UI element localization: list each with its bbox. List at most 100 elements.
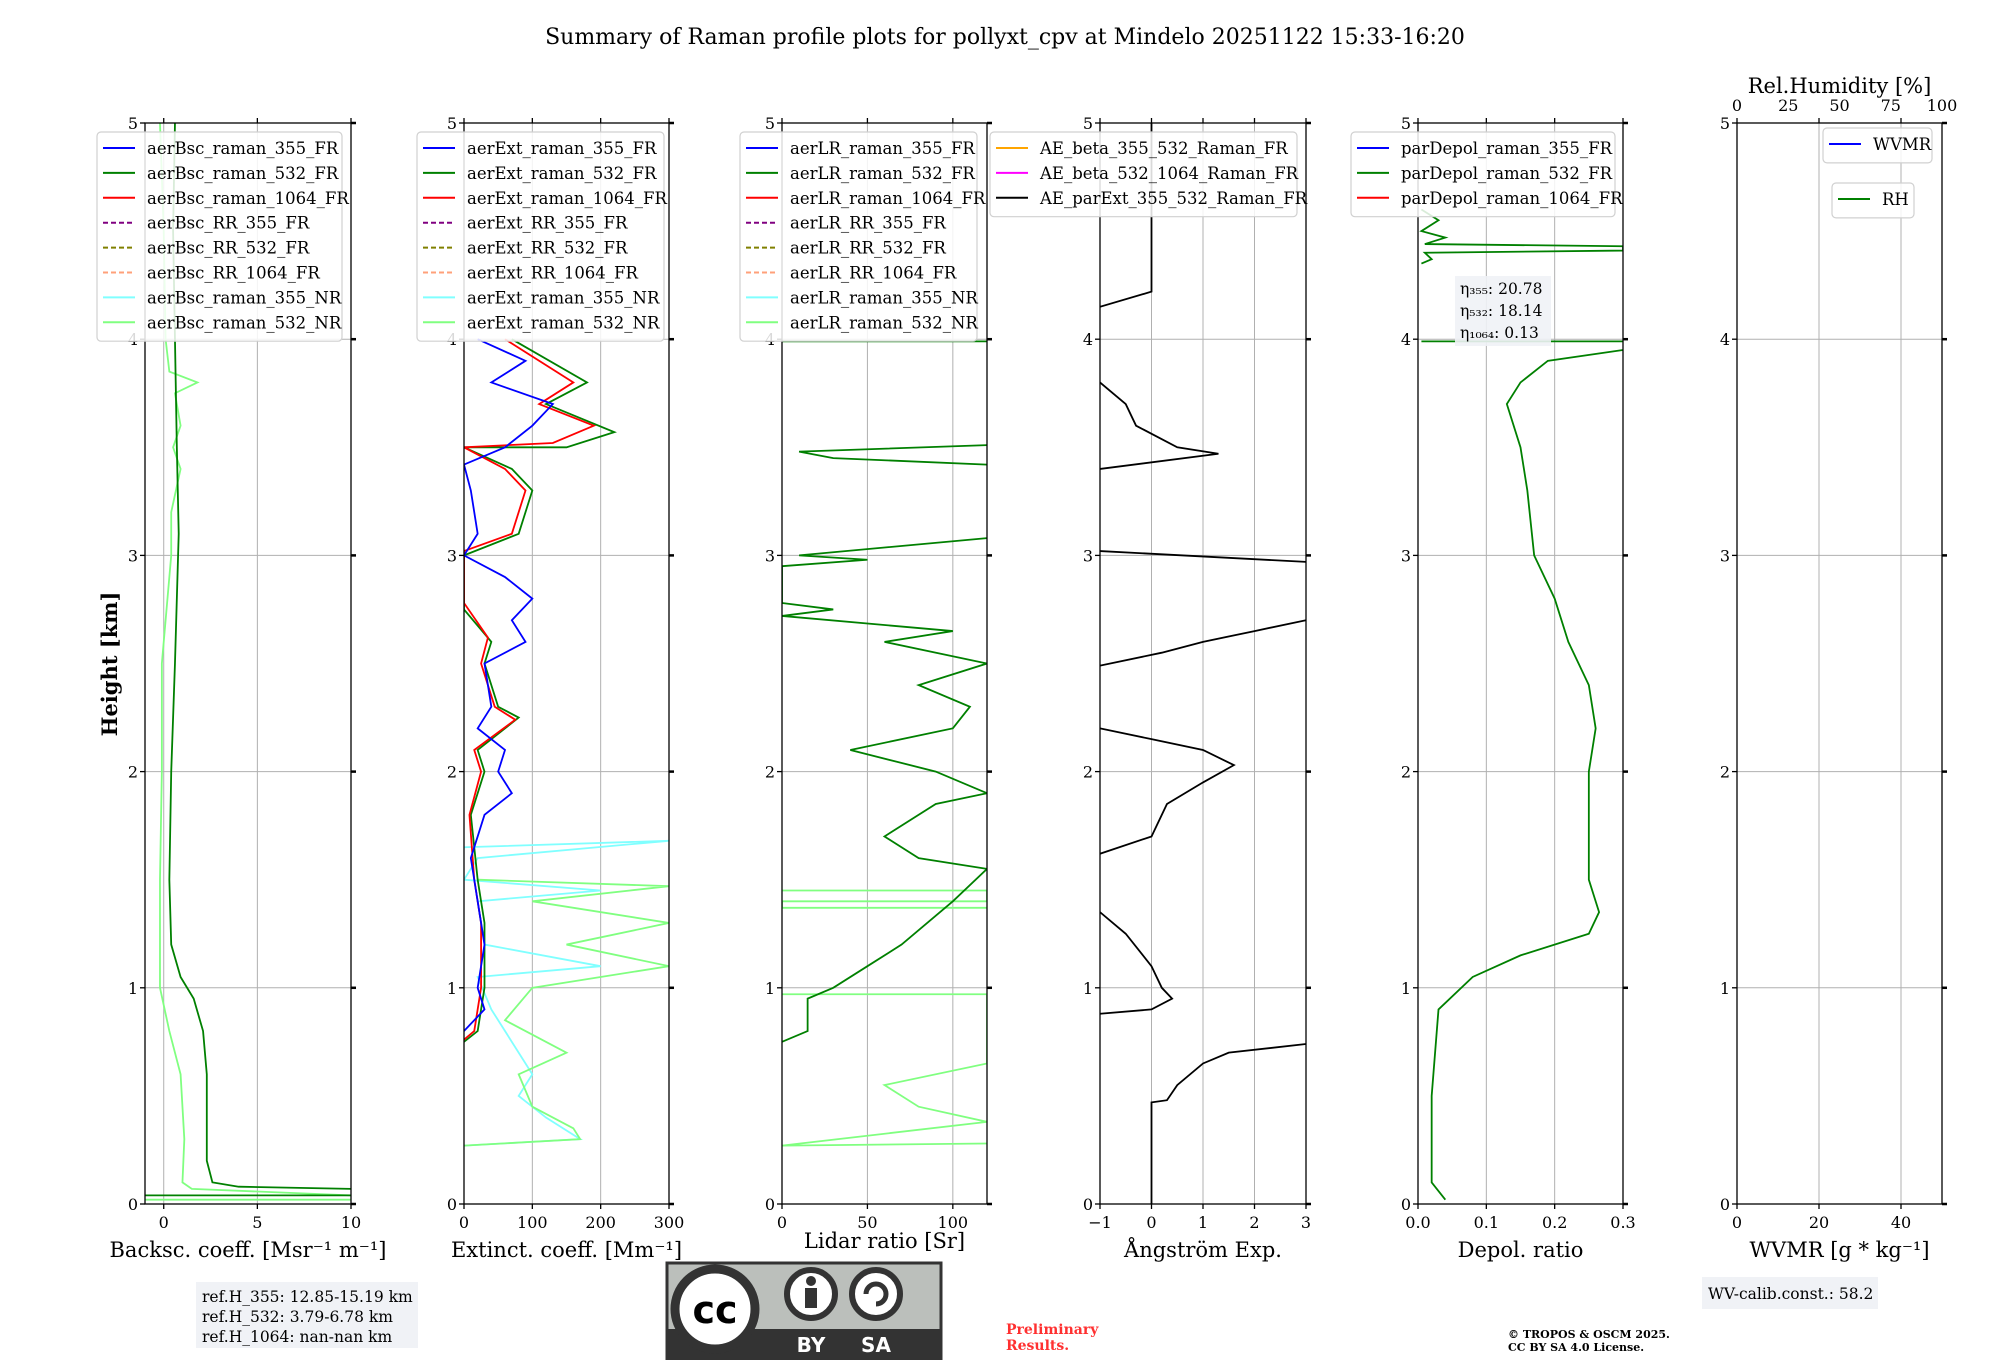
series-parDepol_raman_532_FR_top	[1419, 208, 1623, 265]
legend-entry: aerExt_raman_1064_FR	[467, 189, 667, 208]
share-alike-icon	[849, 1267, 903, 1321]
y-tick-label: 2	[1083, 763, 1093, 782]
eta-annotation-box: η₃₅₅: 20.78 η₅₃₂: 18.14 η₁₀₆₄: 0.13	[1455, 276, 1551, 346]
x-tick-label: 2	[1249, 1213, 1259, 1232]
y-tick-label: 0	[447, 1195, 457, 1214]
top-x-tick-label: 100	[1927, 96, 1958, 115]
legend-entry: parDepol_raman_355_FR	[1401, 139, 1613, 158]
y-tick-label: 2	[1720, 763, 1730, 782]
x-axis-label: Extinct. coeff. [Mm⁻¹]	[451, 1238, 682, 1262]
series-AE_parExt_355_532_Raman_FR_c	[1100, 550, 1306, 563]
x-axis-label: Ångström Exp.	[1123, 1237, 1282, 1262]
x-tick-label: 100	[938, 1213, 969, 1232]
top-x-tick-label: 25	[1778, 96, 1798, 115]
legend-entry: aerLR_raman_355_FR	[790, 139, 975, 158]
y-axis-label: Height [km]	[97, 592, 122, 737]
axes-frame	[781, 122, 988, 1205]
legend-entry: aerBsc_raman_355_FR	[147, 139, 339, 158]
ref-heights-box: ref.H_355: 12.85-15.19 km ref.H_532: 3.7…	[196, 1282, 418, 1348]
series-AE_parExt_355_532_Raman_FR_d	[1100, 619, 1306, 667]
legend-entry: aerExt_RR_1064_FR	[467, 264, 639, 283]
y-tick-label: 2	[765, 763, 775, 782]
y-tick-label: 4	[1083, 330, 1093, 349]
y-tick-label: 3	[765, 546, 775, 565]
y-tick-label: 2	[447, 763, 457, 782]
y-tick-label: 3	[447, 546, 457, 565]
y-tick-label: 1	[447, 979, 457, 998]
y-tick-label: 0	[1083, 1195, 1093, 1214]
legend-entry: aerExt_raman_355_FR	[467, 139, 657, 158]
x-tick-label: 5	[252, 1213, 262, 1232]
series-aerExt_raman_532_NR	[464, 878, 669, 1147]
y-tick-label: 1	[1401, 979, 1411, 998]
legend-entry: aerLR_raman_532_FR	[790, 164, 975, 183]
y-tick-label: 4	[1401, 330, 1411, 349]
y-tick-label: 5	[1720, 114, 1730, 133]
axes-frame	[463, 122, 670, 1205]
cc-icon	[670, 1264, 760, 1354]
legend-entry: RH	[1882, 190, 1909, 209]
axes-frame	[1736, 122, 1943, 1205]
y-tick-label: 1	[1083, 979, 1093, 998]
x-tick-label: 200	[585, 1213, 616, 1232]
series-AE_parExt_355_532_Raman_FR_f	[1100, 911, 1174, 1015]
series-aerExt_raman_355_FR	[464, 338, 555, 1032]
axes-frame	[144, 122, 352, 1205]
legend-entry: aerBsc_RR_532_FR	[147, 239, 310, 258]
preliminary-results-note: Preliminary Results.	[1006, 1322, 1099, 1354]
legend-entry: aerBsc_raman_355_NR	[147, 288, 342, 307]
legend-entry: aerBsc_RR_355_FR	[147, 214, 310, 233]
series-parDepol_raman_532_FR	[1430, 349, 1623, 1201]
legend-entry: AE_beta_355_532_Raman_FR	[1039, 139, 1288, 158]
legend-entry: AE_beta_532_1064_Raman_FR	[1039, 164, 1299, 183]
x-tick-label: 0.2	[1542, 1213, 1567, 1232]
y-tick-label: 1	[128, 979, 138, 998]
y-tick-label: 5	[447, 114, 457, 133]
figure-title: Summary of Raman profile plots for polly…	[545, 25, 1465, 50]
legend-entry: parDepol_raman_532_FR	[1401, 164, 1613, 183]
series-aerLR_raman_532_NR_low	[782, 993, 987, 1147]
series-AE_parExt_355_532_Raman_FR_b	[1100, 381, 1219, 470]
legend-entry: WVMR	[1873, 135, 1932, 154]
svg-text:cc: cc	[692, 1288, 737, 1332]
y-tick-label: 3	[1083, 546, 1093, 565]
x-tick-label: −1	[1088, 1213, 1112, 1232]
top-x-tick-label: 50	[1829, 96, 1849, 115]
legend-entry: aerLR_RR_355_FR	[790, 214, 946, 233]
legend-entry: aerLR_RR_1064_FR	[790, 264, 957, 283]
panel-5: 0.0 0.1 0.2 0.3 0 1 2 3 4 5 Depol. ratio parDepol_r…	[1350, 114, 1636, 1262]
y-tick-label: 5	[128, 114, 138, 133]
legend-wvmr: WVMR	[1822, 127, 1933, 164]
x-tick-label: 100	[517, 1213, 548, 1232]
series-aerBsc_raman_532_NR	[159, 123, 351, 1197]
top-x-tick-label: 75	[1881, 96, 1901, 115]
legend: aerExt_raman_355_FR aerExt_raman_532_FRae…	[416, 131, 667, 342]
x-tick-label: 1	[1198, 1213, 1208, 1232]
legend-entry: aerExt_raman_532_NR	[467, 313, 660, 332]
series-AE_parExt_355_532_Raman_FR_e	[1100, 727, 1236, 855]
legend-entry: AE_parExt_355_532_Raman_FR	[1039, 189, 1308, 208]
x-tick-label: 0.3	[1610, 1213, 1635, 1232]
x-axis-label: Backsc. coeff. [Msr⁻¹ m⁻¹]	[110, 1238, 387, 1262]
by-label: BY	[797, 1333, 826, 1357]
legend-entry: aerLR_RR_532_FR	[790, 239, 946, 258]
ref-height-1064: ref.H_1064: nan-nan km	[202, 1328, 393, 1346]
x-tick-label: 0	[459, 1213, 469, 1232]
series-aerLR_raman_532_FR	[782, 537, 987, 1043]
legend: AE_beta_355_532_Raman_FR AE_beta_532_1064…	[989, 131, 1308, 218]
y-tick-label: 0	[765, 1195, 775, 1214]
legend-entry: aerExt_RR_355_FR	[467, 214, 628, 233]
legend-entry: aerBsc_raman_532_FR	[147, 164, 339, 183]
eta-value: η₁₀₆₄: 0.13	[1460, 324, 1539, 342]
legend-entry: aerExt_raman_532_FR	[467, 164, 657, 183]
eta-value: η₅₃₂: 18.14	[1460, 302, 1543, 320]
series-AE_parExt_355_532_Raman_FR_g	[1150, 1043, 1306, 1204]
eta-value: η₃₅₅: 20.78	[1460, 280, 1542, 298]
x-axis-label: Lidar ratio [Sr]	[804, 1229, 965, 1253]
y-tick-label: 1	[1720, 979, 1730, 998]
x-axis-label: Depol. ratio	[1458, 1238, 1584, 1262]
panel-2: 0100200300012345Extinct. coeff. [Mm⁻¹]ae…	[416, 114, 684, 1262]
y-tick-label: 0	[1401, 1195, 1411, 1214]
ref-height-355: ref.H_355: 12.85-15.19 km	[202, 1288, 413, 1306]
